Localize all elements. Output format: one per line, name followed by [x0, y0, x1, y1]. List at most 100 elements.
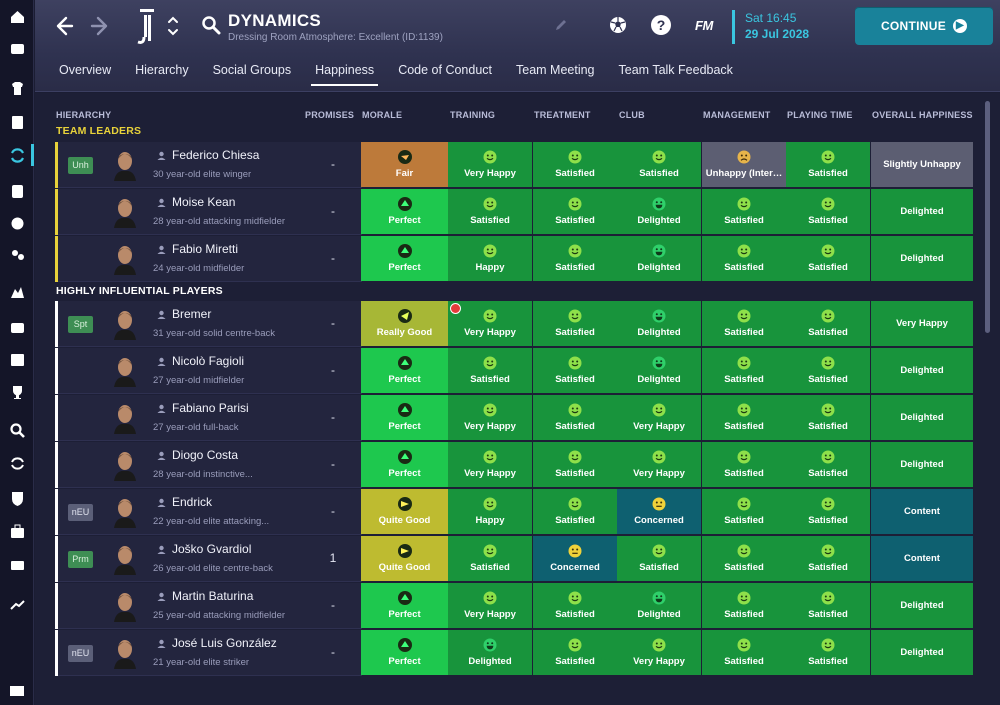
playing-time-cell[interactable]: Satisfied — [786, 236, 870, 281]
club-cell[interactable]: Delighted — [617, 583, 701, 628]
edit-pencil-icon[interactable] — [554, 18, 568, 32]
player-avatar[interactable] — [113, 308, 137, 340]
management-cell[interactable]: Satisfied — [702, 630, 786, 675]
treatment-cell[interactable]: Concerned — [533, 536, 617, 581]
training-cell[interactable]: Satisfied — [448, 536, 532, 581]
search-icon[interactable] — [201, 15, 221, 35]
overall-happiness-cell[interactable]: Slightly Unhappy — [871, 142, 973, 187]
continue-button[interactable]: CONTINUE ▶ — [855, 7, 993, 45]
overall-happiness-cell[interactable]: Very Happy — [871, 301, 973, 346]
morale-cell[interactable]: Perfect — [361, 442, 448, 487]
finances-icon[interactable] — [0, 310, 34, 343]
treatment-cell[interactable]: Satisfied — [533, 489, 617, 534]
tab-code-of-conduct[interactable]: Code of Conduct — [398, 63, 492, 77]
search-icon[interactable] — [0, 414, 34, 447]
training-cell[interactable]: Very Happy — [448, 395, 532, 440]
tab-team-meeting[interactable]: Team Meeting — [516, 63, 595, 77]
treatment-cell[interactable]: Satisfied — [533, 348, 617, 393]
tab-happiness[interactable]: Happiness — [303, 60, 386, 86]
playing-time-cell[interactable]: Satisfied — [786, 489, 870, 534]
training-cell[interactable]: Very Happy — [448, 301, 532, 346]
col-management[interactable]: MANAGEMENT — [703, 110, 771, 120]
training-cell[interactable]: Happy — [448, 489, 532, 534]
player-name[interactable]: Fabiano Parisi — [172, 401, 249, 415]
overall-happiness-cell[interactable]: Delighted — [871, 442, 973, 487]
player-name[interactable]: Joško Gvardiol — [172, 542, 252, 556]
overall-happiness-cell[interactable]: Delighted — [871, 630, 973, 675]
table-row[interactable]: Unh Federico Chiesa 30 year-old elite wing… — [55, 142, 973, 188]
playing-time-cell[interactable]: Satisfied — [786, 395, 870, 440]
inbox-icon[interactable] — [0, 32, 34, 65]
overall-happiness-cell[interactable]: Content — [871, 536, 973, 581]
training-cell[interactable]: Delighted — [448, 630, 532, 675]
warning-icon[interactable] — [450, 303, 461, 314]
management-cell[interactable]: Satisfied — [702, 536, 786, 581]
club-cell[interactable]: Delighted — [617, 348, 701, 393]
table-row[interactable]: nEU José Luis González 21 year-old elite s… — [55, 630, 973, 676]
management-cell[interactable]: Satisfied — [702, 489, 786, 534]
medical-icon[interactable] — [0, 175, 34, 208]
treatment-cell[interactable]: Satisfied — [533, 442, 617, 487]
player-name[interactable]: Bremer — [172, 307, 212, 321]
morale-cell[interactable]: Perfect — [361, 630, 448, 675]
player-avatar[interactable] — [113, 637, 137, 669]
back-arrow-icon[interactable] — [51, 14, 75, 38]
table-row[interactable]: Prm Joško Gvardiol 26 year-old elite centr… — [55, 536, 973, 582]
table-row[interactable]: Spt Bremer 31 year-old solid centre-back - R… — [55, 301, 973, 347]
table-row[interactable]: Fabiano Parisi 27 year-old full-back - Perf… — [55, 395, 973, 441]
football-icon[interactable] — [608, 15, 628, 35]
club-cell[interactable]: Delighted — [617, 189, 701, 234]
player-avatar[interactable] — [113, 496, 137, 528]
dynamics-icon[interactable] — [0, 139, 34, 172]
player-name[interactable]: Endrick — [172, 495, 213, 509]
morale-cell[interactable]: Perfect — [361, 583, 448, 628]
club-switch-icon[interactable] — [166, 13, 180, 39]
tactics-icon[interactable] — [0, 106, 34, 139]
recruitment-icon[interactable] — [0, 239, 34, 272]
treatment-cell[interactable]: Satisfied — [533, 630, 617, 675]
playing-time-cell[interactable]: Satisfied — [786, 301, 870, 346]
management-cell[interactable]: Satisfied — [702, 442, 786, 487]
training-cell[interactable]: Very Happy — [448, 142, 532, 187]
col-hierarchy[interactable]: HIERARCHY — [56, 110, 112, 120]
morale-cell[interactable]: Perfect — [361, 348, 448, 393]
tickets-icon[interactable] — [0, 549, 34, 582]
squad-icon[interactable] — [0, 72, 34, 105]
status-badge[interactable]: nEU — [68, 645, 93, 662]
transfers-icon[interactable] — [0, 447, 34, 480]
tab-team-talk-feedback[interactable]: Team Talk Feedback — [618, 63, 733, 77]
fm-logo[interactable]: FM — [695, 18, 713, 33]
overall-happiness-cell[interactable]: Delighted — [871, 348, 973, 393]
morale-cell[interactable]: Quite Good — [361, 536, 448, 581]
overall-happiness-cell[interactable]: Delighted — [871, 189, 973, 234]
treatment-cell[interactable]: Satisfied — [533, 583, 617, 628]
col-training[interactable]: TRAINING — [450, 110, 496, 120]
player-name[interactable]: Fabio Miretti — [172, 242, 239, 256]
col-treatment[interactable]: TREATMENT — [534, 110, 591, 120]
player-avatar[interactable] — [113, 149, 137, 181]
morale-cell[interactable]: Perfect — [361, 395, 448, 440]
player-avatar[interactable] — [113, 402, 137, 434]
player-name[interactable]: José Luis González — [172, 636, 277, 650]
morale-cell[interactable]: Quite Good — [361, 489, 448, 534]
player-name[interactable]: Nicolò Fagioli — [172, 354, 245, 368]
player-avatar[interactable] — [113, 196, 137, 228]
briefcase-icon[interactable] — [0, 515, 34, 548]
club-cell[interactable]: Satisfied — [617, 142, 701, 187]
club-cell[interactable]: Satisfied — [617, 536, 701, 581]
playing-time-cell[interactable]: Satisfied — [786, 189, 870, 234]
overall-happiness-cell[interactable]: Delighted — [871, 395, 973, 440]
training-cell[interactable]: Happy — [448, 236, 532, 281]
juventus-club-badge[interactable] — [136, 8, 158, 46]
treatment-cell[interactable]: Satisfied — [533, 189, 617, 234]
overall-happiness-cell[interactable]: Delighted — [871, 236, 973, 281]
club-cell[interactable]: Very Happy — [617, 442, 701, 487]
training-cell[interactable]: Satisfied — [448, 189, 532, 234]
playing-time-cell[interactable]: Satisfied — [786, 630, 870, 675]
shield-icon[interactable] — [0, 482, 34, 515]
col-playing-time[interactable]: PLAYING TIME — [787, 110, 853, 120]
table-row[interactable]: Martin Baturina 25 year-old attacking mid… — [55, 583, 973, 629]
player-avatar[interactable] — [113, 243, 137, 275]
playing-time-cell[interactable]: Satisfied — [786, 142, 870, 187]
player-avatar[interactable] — [113, 590, 137, 622]
